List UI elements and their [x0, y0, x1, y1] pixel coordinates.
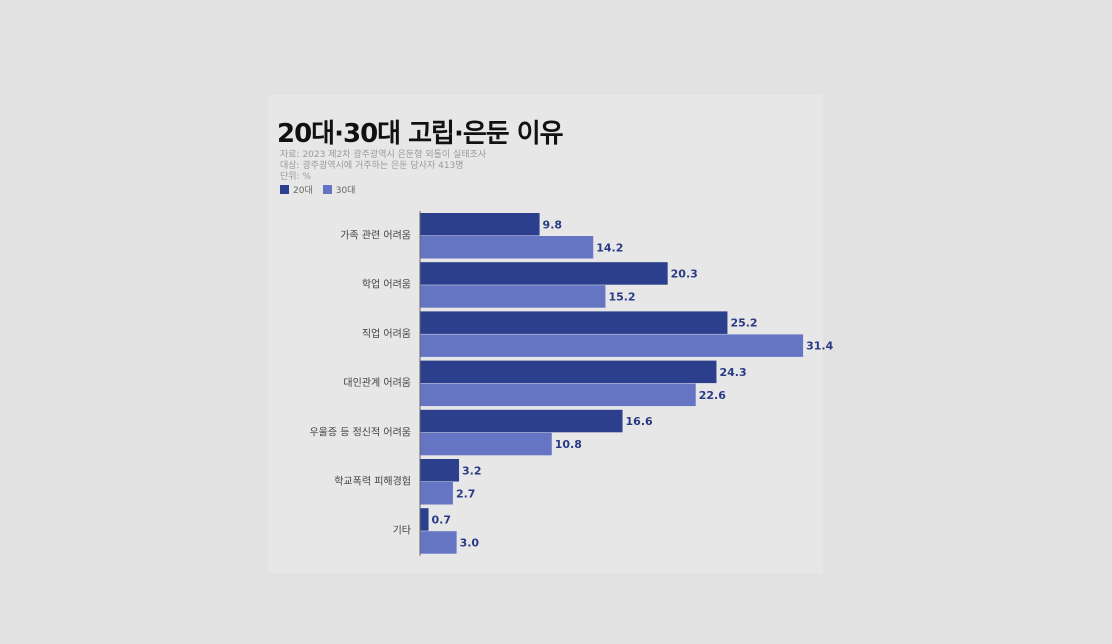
legend-item-20s: 20대 [280, 183, 313, 196]
data-label: 3.0 [460, 536, 480, 549]
legend-label-30s: 30대 [335, 186, 356, 196]
bar-20s [420, 459, 460, 482]
target-note: 대상: 광주광역시에 거주하는 은둔 당사자 413명 [280, 161, 464, 171]
category-label: 직업 어려움 [362, 327, 411, 340]
chart-title: 20대·30대 고립·은둔 이유 [277, 119, 564, 149]
source-note: 자료: 2023 제2차 광주광역시 은둔형 외톨이 실태조사 [280, 150, 487, 160]
legend-swatch-20s [280, 185, 289, 194]
unit-note: 단위: % [280, 172, 312, 182]
category-label: 대인관계 어려움 [343, 377, 411, 389]
data-label: 3.2 [462, 464, 482, 477]
category-label: 기타 [393, 525, 411, 537]
data-label: 0.7 [432, 513, 452, 526]
legend-label-20s: 20대 [293, 186, 313, 196]
bar-30s [420, 531, 457, 554]
data-label: 22.6 [699, 389, 726, 402]
category-label: 학교폭력 피해경험 [334, 475, 411, 488]
bar-30s [420, 432, 552, 456]
legend-swatch-30s [322, 185, 332, 194]
bar-20s [420, 508, 429, 531]
data-label: 2.7 [456, 487, 476, 500]
bar-30s [420, 334, 804, 357]
data-label: 9.8 [543, 218, 563, 231]
data-label: 10.8 [555, 438, 582, 451]
data-label: 25.2 [730, 317, 757, 330]
bar-20s [420, 213, 540, 236]
data-label: 16.6 [626, 415, 653, 428]
data-label: 15.2 [608, 290, 635, 303]
bar-30s [420, 482, 453, 505]
bar-20s [420, 262, 668, 285]
bar-30s [420, 236, 594, 259]
data-label: 24.3 [719, 366, 746, 379]
category-label: 가족 관련 어려움 [340, 230, 411, 242]
category-label: 우울증 등 정신적 어려움 [309, 426, 411, 438]
legend: 20대 30대 [280, 183, 365, 196]
data-label: 31.4 [806, 340, 833, 353]
bar-30s [420, 285, 606, 308]
category-label: 학업 어려움 [362, 278, 411, 291]
bar-30s [420, 383, 696, 407]
legend-item-30s: 30대 [322, 183, 356, 196]
data-label: 20.3 [671, 267, 698, 280]
bar-20s [420, 311, 728, 334]
bar-20s [420, 360, 717, 384]
bar-20s [420, 409, 623, 433]
data-label: 14.2 [596, 241, 623, 254]
chart-card [268, 95, 823, 573]
